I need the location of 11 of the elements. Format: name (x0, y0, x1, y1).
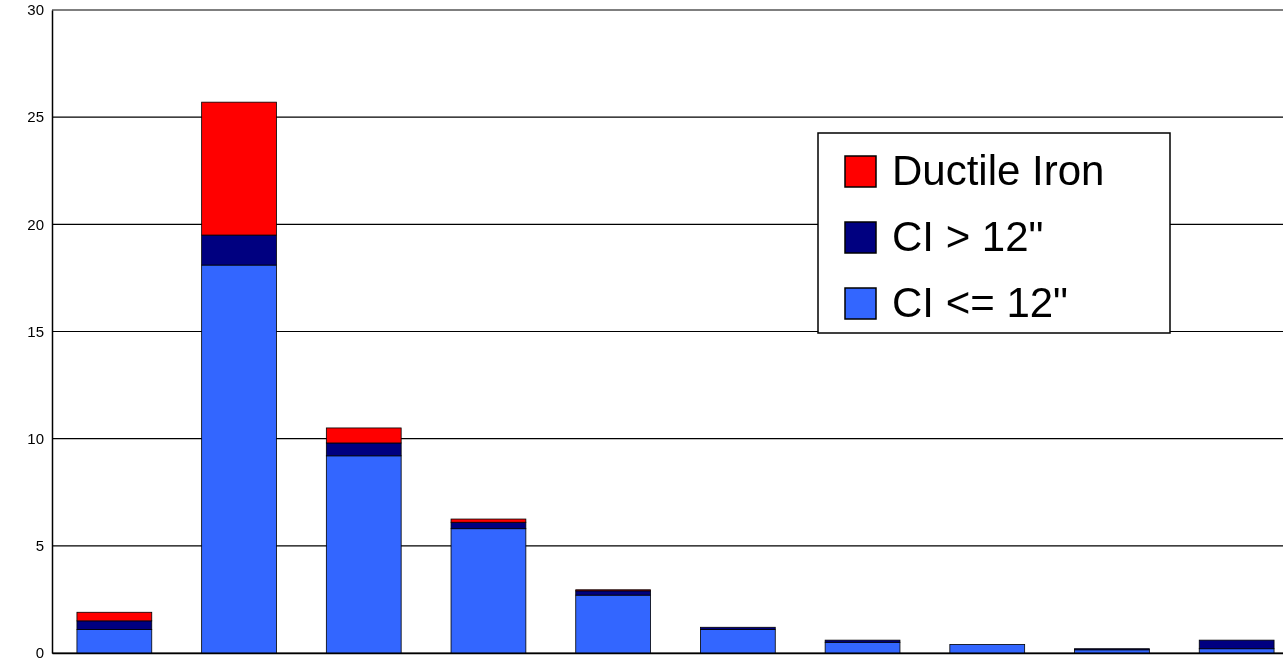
y-tick-label: 10 (27, 429, 44, 447)
legend-label: Ductile Iron (892, 147, 1105, 194)
y-tick-label: 15 (27, 322, 44, 340)
y-tick-label: 0 (35, 644, 44, 662)
y-tick-label: 25 (27, 108, 44, 126)
y-tick-label: 20 (27, 215, 44, 233)
y-tick-label: 5 (35, 537, 44, 555)
legend-label: CI <= 12" (892, 279, 1069, 326)
y-tick-label: 30 (27, 1, 44, 19)
legend-label: CI > 12" (892, 213, 1044, 260)
bar (1198, 639, 1275, 650)
